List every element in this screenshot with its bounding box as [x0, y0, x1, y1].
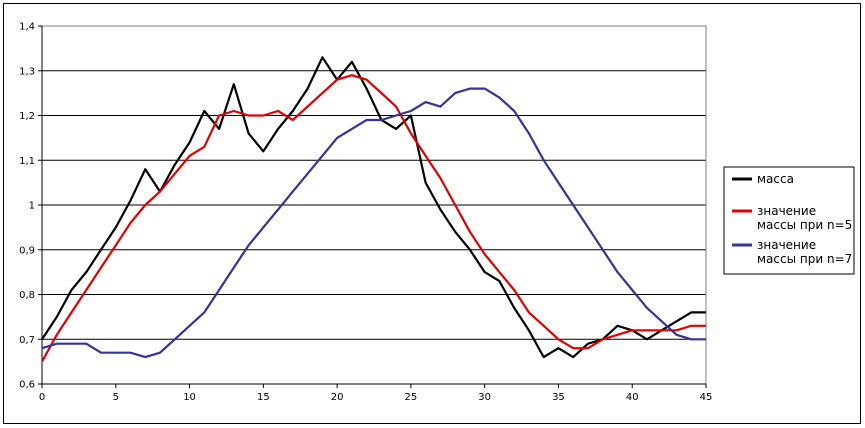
legend-label-3: значение массы при n=7	[757, 238, 852, 266]
x-tick-label: 45	[700, 392, 713, 403]
y-tick-label: 0,6	[19, 380, 35, 391]
axes: 0,6 0,7 0,8 0,9 1 1,1 1,2 1,3 1,4 0 5 10 15 20 25 30 35 4…	[19, 22, 712, 404]
chart-frame	[3, 3, 861, 424]
x-tick-label: 35	[552, 392, 565, 403]
y-tick-label: 0,8	[19, 290, 35, 301]
series-lines	[41, 56, 706, 363]
grid-lines	[42, 70, 706, 340]
x-tick-label: 40	[626, 392, 639, 403]
y-tick-label: 0,9	[19, 245, 35, 256]
x-tick-label: 10	[183, 392, 196, 403]
series-line-1	[41, 56, 706, 359]
y-tick-label: 1,2	[19, 111, 35, 122]
y-tick-label: 1,3	[19, 66, 35, 77]
legend-label-1: масса	[757, 172, 794, 186]
x-tick-label: 30	[478, 392, 491, 403]
series-line-3	[41, 87, 706, 359]
legend-box	[723, 166, 855, 275]
y-tick-label: 0,7	[19, 335, 35, 346]
y-tick-label: 1,1	[19, 156, 35, 167]
series-line-2	[41, 74, 706, 363]
legend: масса значение массы при n=5 значение массы …	[723, 166, 855, 275]
x-tick-label: 15	[257, 392, 270, 403]
x-tick-label: 5	[113, 392, 119, 403]
y-tick-label: 1	[29, 201, 35, 212]
x-tick-label: 0	[39, 392, 45, 403]
x-tick-label: 20	[331, 392, 344, 403]
legend-label-2: значение массы при n=5	[757, 204, 852, 232]
y-tick-label: 1,4	[19, 22, 35, 33]
x-tick-label: 25	[405, 392, 418, 403]
